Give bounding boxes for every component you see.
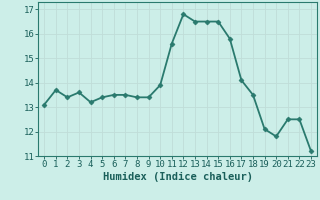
X-axis label: Humidex (Indice chaleur): Humidex (Indice chaleur) [103, 172, 252, 182]
